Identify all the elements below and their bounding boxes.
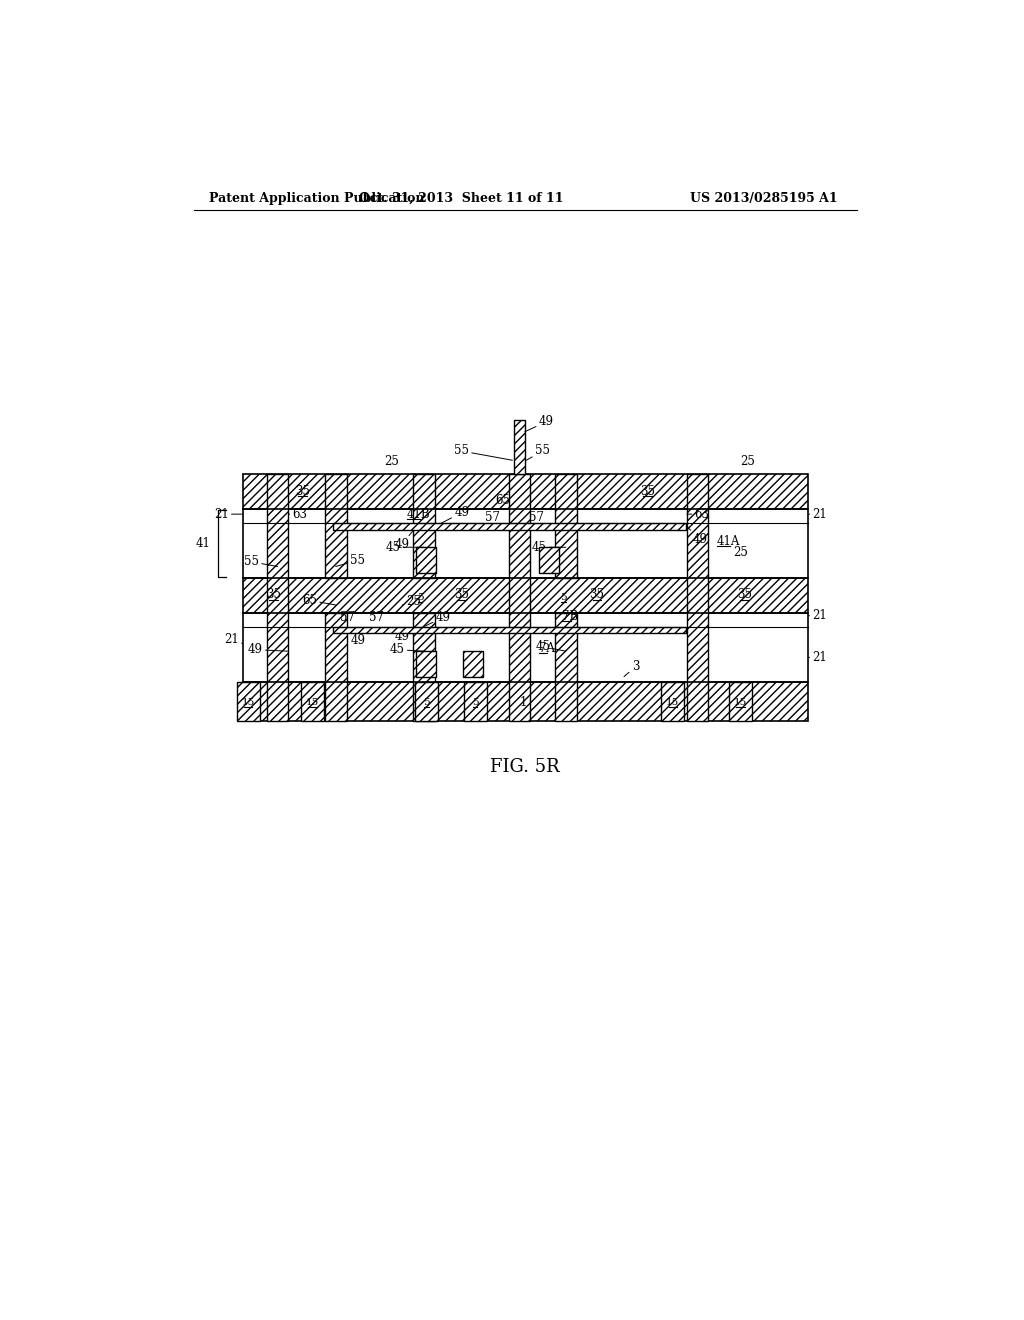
Text: 21: 21 (224, 634, 243, 647)
Text: 25: 25 (384, 454, 399, 467)
Bar (243, 682, 809, 721)
Text: 35: 35 (454, 589, 469, 602)
Bar (243, 474, 809, 508)
Text: 49: 49 (394, 630, 414, 643)
Text: 55: 55 (244, 556, 278, 569)
Text: 45: 45 (536, 640, 566, 653)
Text: Patent Application Publication: Patent Application Publication (209, 191, 425, 205)
Text: US 2013/0285195 A1: US 2013/0285195 A1 (689, 191, 838, 205)
Text: 5: 5 (472, 697, 478, 706)
Text: 5: 5 (417, 593, 424, 602)
Bar (243, 578, 809, 612)
Bar (414, 474, 435, 578)
Text: 57: 57 (369, 611, 384, 624)
Bar (417, 548, 436, 573)
Text: FIG. 5R: FIG. 5R (490, 758, 559, 776)
Text: 15: 15 (733, 697, 746, 706)
Bar (417, 651, 436, 677)
Text: 49: 49 (248, 643, 289, 656)
Text: 35: 35 (736, 589, 752, 602)
Text: 15: 15 (667, 697, 680, 706)
Text: 21: 21 (809, 508, 827, 520)
Text: 57: 57 (529, 511, 544, 524)
Bar (237, 682, 260, 721)
Bar (415, 682, 438, 721)
Text: 41: 41 (196, 537, 210, 550)
Bar (662, 682, 684, 721)
Text: 5: 5 (423, 697, 430, 706)
Text: 15: 15 (306, 697, 319, 706)
Text: 57: 57 (340, 611, 355, 624)
Text: 49: 49 (687, 527, 708, 546)
Text: 55: 55 (454, 445, 512, 461)
Text: 25: 25 (733, 546, 748, 560)
Text: 35: 35 (590, 589, 604, 602)
Bar (414, 612, 435, 721)
Text: 7B: 7B (562, 610, 579, 623)
Bar (334, 524, 686, 531)
Text: 49: 49 (346, 634, 366, 647)
Text: 1: 1 (519, 696, 527, 709)
Text: 7A: 7A (539, 642, 555, 655)
Bar (539, 548, 559, 573)
Text: 49: 49 (435, 506, 469, 527)
Text: 49: 49 (424, 611, 451, 627)
Text: 45: 45 (390, 643, 424, 656)
Text: 3: 3 (624, 660, 639, 677)
Text: 63: 63 (687, 508, 710, 520)
Bar (514, 420, 525, 474)
Text: Oct. 31, 2013  Sheet 11 of 11: Oct. 31, 2013 Sheet 11 of 11 (359, 191, 563, 205)
Bar (729, 682, 752, 721)
Text: 35: 35 (295, 484, 310, 498)
Text: 21: 21 (809, 610, 827, 622)
Bar (266, 474, 289, 721)
Bar (463, 651, 483, 677)
Bar (289, 612, 325, 682)
Text: 57: 57 (484, 511, 500, 524)
Bar (687, 474, 709, 721)
Text: 55: 55 (526, 445, 550, 461)
Text: 25: 25 (740, 454, 756, 467)
Text: 15: 15 (242, 697, 255, 706)
Text: 5: 5 (560, 593, 567, 602)
Text: 41B: 41B (407, 508, 431, 520)
Text: 25: 25 (402, 595, 421, 609)
Text: 41A: 41A (717, 536, 740, 548)
Bar (325, 612, 346, 721)
Text: 21: 21 (809, 651, 827, 664)
Text: 35: 35 (266, 589, 282, 602)
Text: 65: 65 (302, 594, 336, 607)
Text: 45: 45 (531, 541, 566, 554)
Text: 63: 63 (289, 508, 307, 520)
Bar (464, 682, 486, 721)
Bar (289, 508, 325, 578)
Text: 45: 45 (386, 541, 424, 554)
Text: 35: 35 (640, 484, 654, 498)
Text: 49: 49 (394, 531, 414, 552)
Text: 49: 49 (524, 416, 554, 432)
Bar (555, 474, 577, 578)
Bar (301, 682, 324, 721)
Text: 65: 65 (495, 494, 510, 507)
Bar (555, 612, 577, 721)
Text: 21: 21 (214, 508, 243, 520)
Bar (346, 612, 687, 682)
Bar (325, 474, 346, 578)
Text: 55: 55 (336, 554, 366, 566)
Bar (346, 508, 687, 578)
Bar (334, 627, 686, 634)
Bar (509, 474, 530, 721)
